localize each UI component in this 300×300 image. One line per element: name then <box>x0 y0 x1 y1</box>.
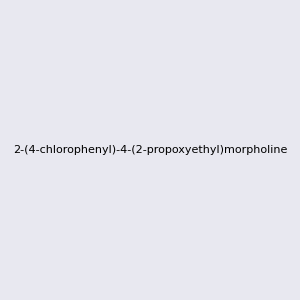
Text: 2-(4-chlorophenyl)-4-(2-propoxyethyl)morpholine: 2-(4-chlorophenyl)-4-(2-propoxyethyl)mor… <box>13 145 287 155</box>
